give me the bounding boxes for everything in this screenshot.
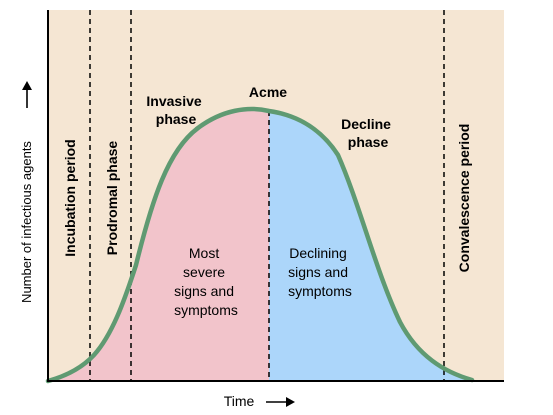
- declining-line-1: Declining: [289, 245, 347, 261]
- x-axis-arrow-icon: [286, 397, 295, 407]
- acme-label: Acme: [249, 84, 287, 100]
- incubation-period-label: Incubation period: [62, 139, 78, 256]
- convalescence-period-label: Convalescence period: [456, 124, 472, 273]
- x-axis-label: Time: [224, 393, 255, 409]
- severe-line-1: Most: [189, 245, 219, 261]
- prodromal-phase-label: Prodromal phase: [104, 141, 120, 256]
- declining-line-3: symptoms: [288, 283, 352, 299]
- invasive-phase-line-2: phase: [156, 111, 197, 127]
- severe-symptoms-label: Most severe signs and symptoms: [174, 245, 238, 318]
- severe-line-3: signs and: [174, 283, 234, 299]
- decline-phase-label: Decline phase: [341, 116, 395, 150]
- invasive-phase-label: Invasive phase: [146, 93, 205, 127]
- severe-region-fill: [48, 109, 269, 381]
- severe-line-4: symptoms: [174, 302, 238, 318]
- y-axis-label: Number of infectious agents: [19, 141, 34, 303]
- y-axis-arrow-icon: [22, 81, 32, 90]
- severe-line-2: severe: [183, 264, 225, 280]
- declining-symptoms-label: Declining signs and symptoms: [288, 245, 352, 299]
- declining-line-2: signs and: [288, 264, 348, 280]
- invasive-phase-line-1: Invasive: [146, 93, 201, 109]
- decline-phase-line-2: phase: [348, 134, 389, 150]
- infection-curve: [45, 106, 475, 384]
- decline-phase-line-1: Decline: [341, 116, 391, 132]
